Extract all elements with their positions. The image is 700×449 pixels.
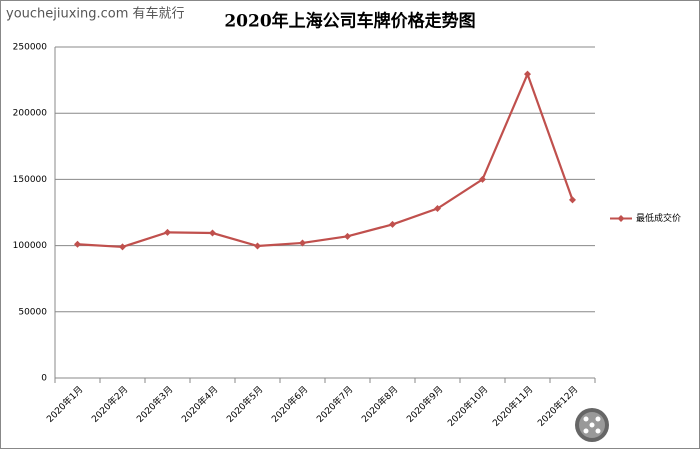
point-marker [209, 229, 216, 237]
y-tick-label: 250000 [13, 43, 48, 53]
legend-label: 最低成交价 [636, 212, 681, 224]
logo [575, 408, 609, 442]
watermark: youchejiuxing.com 有车就行 [6, 6, 185, 22]
point-marker [344, 232, 351, 240]
point-marker [524, 70, 531, 78]
series-line [77, 71, 574, 249]
chart-title: 2020年上海公司车牌价格走势图 [224, 11, 475, 32]
y-tick-label: 50000 [18, 307, 47, 317]
point-marker [74, 240, 81, 248]
y-tick-label: 100000 [13, 241, 48, 251]
point-marker [164, 228, 171, 236]
point-marker [119, 243, 126, 251]
point-marker [389, 220, 396, 228]
point-marker [434, 205, 441, 213]
point-marker [569, 196, 576, 204]
y-tick-label: 0 [41, 374, 47, 384]
y-tick-label: 200000 [13, 109, 48, 119]
point-marker [479, 175, 486, 183]
legend-marker [617, 215, 625, 222]
point-marker [254, 242, 261, 250]
point-marker [299, 239, 306, 247]
y-tick-label: 150000 [13, 175, 48, 185]
